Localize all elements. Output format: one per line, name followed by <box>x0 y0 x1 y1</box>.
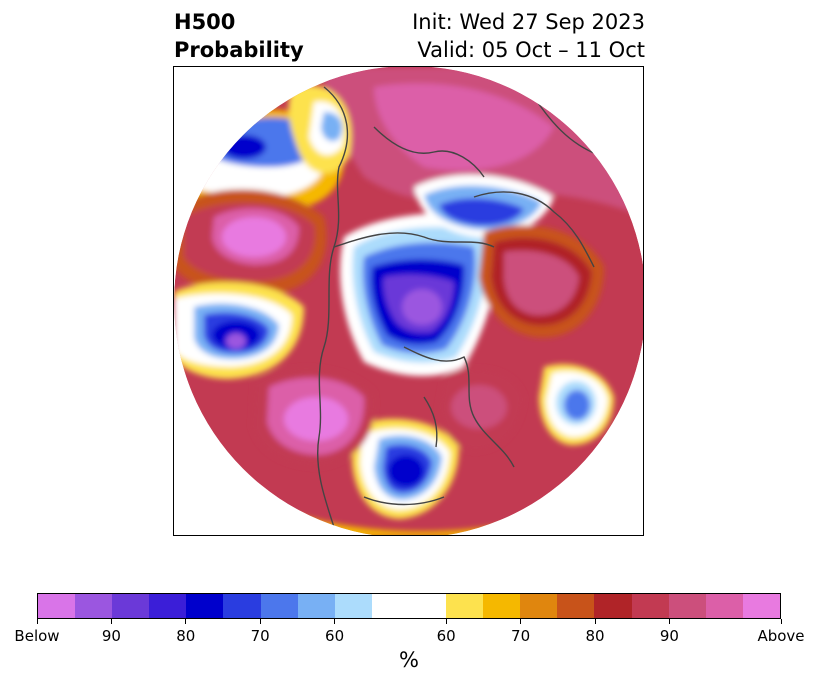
colorbar-swatch <box>520 594 558 618</box>
colorbar-tick <box>185 619 187 624</box>
colorbar-swatch <box>557 594 595 618</box>
colorbar-swatch <box>446 594 484 618</box>
colorbar-swatch <box>668 594 706 618</box>
colorbar-swatch <box>334 594 372 618</box>
title-field-name: H500 <box>174 10 236 34</box>
title-init-date: Init: Wed 27 Sep 2023 <box>412 10 645 34</box>
colorbar-tick-label: Above <box>757 627 805 645</box>
colorbar-tick-label: Below <box>14 627 60 645</box>
probability-map-svg <box>174 67 643 535</box>
coastlines <box>316 86 605 528</box>
map-title-right: Init: Wed 27 Sep 2023 Valid: 05 Oct – 11… <box>412 8 645 64</box>
colorbar-tick <box>520 619 522 624</box>
colorbar-tick-label: 60 <box>436 627 456 645</box>
title-product-name: Probability <box>174 38 304 62</box>
colorbar-swatch <box>371 594 447 618</box>
colorbar-tick-label: 80 <box>585 627 605 645</box>
colorbar-tick <box>668 619 670 624</box>
map-title-left: H500 Probability <box>174 8 304 64</box>
colorbar-swatch <box>631 594 669 618</box>
title-valid-range: Valid: 05 Oct – 11 Oct <box>417 38 645 62</box>
colorbar-tick-label: 80 <box>176 627 196 645</box>
colorbar-swatch <box>260 594 298 618</box>
colorbar-tick-label: 90 <box>659 627 679 645</box>
colorbar-swatch <box>297 594 335 618</box>
colorbar-tick <box>259 619 261 624</box>
colorbar-swatch <box>705 594 743 618</box>
colorbar-tick-label: 90 <box>101 627 121 645</box>
colorbar-swatch <box>742 594 780 618</box>
colorbar-swatch <box>594 594 632 618</box>
colorbar-swatch <box>75 594 113 618</box>
colorbar-swatch <box>149 594 187 618</box>
colorbar-tick-label: 70 <box>511 627 531 645</box>
colorbar <box>37 593 781 619</box>
probability-field <box>174 67 643 535</box>
colorbar-tick <box>780 619 782 624</box>
probability-map <box>173 66 644 536</box>
colorbar-tick <box>445 619 447 624</box>
colorbar-swatch <box>483 594 521 618</box>
colorbar-swatch <box>38 594 76 618</box>
colorbar-swatch <box>112 594 150 618</box>
colorbar-tick-label: 70 <box>250 627 270 645</box>
colorbar-tick <box>594 619 596 624</box>
colorbar-swatch <box>223 594 261 618</box>
colorbar-tick-label: 60 <box>325 627 345 645</box>
colorbar-tick <box>334 619 336 624</box>
colorbar-tick <box>110 619 112 624</box>
colorbar-tick <box>36 619 38 624</box>
colorbar-swatch <box>186 594 224 618</box>
colorbar-unit-label: % <box>399 648 419 672</box>
